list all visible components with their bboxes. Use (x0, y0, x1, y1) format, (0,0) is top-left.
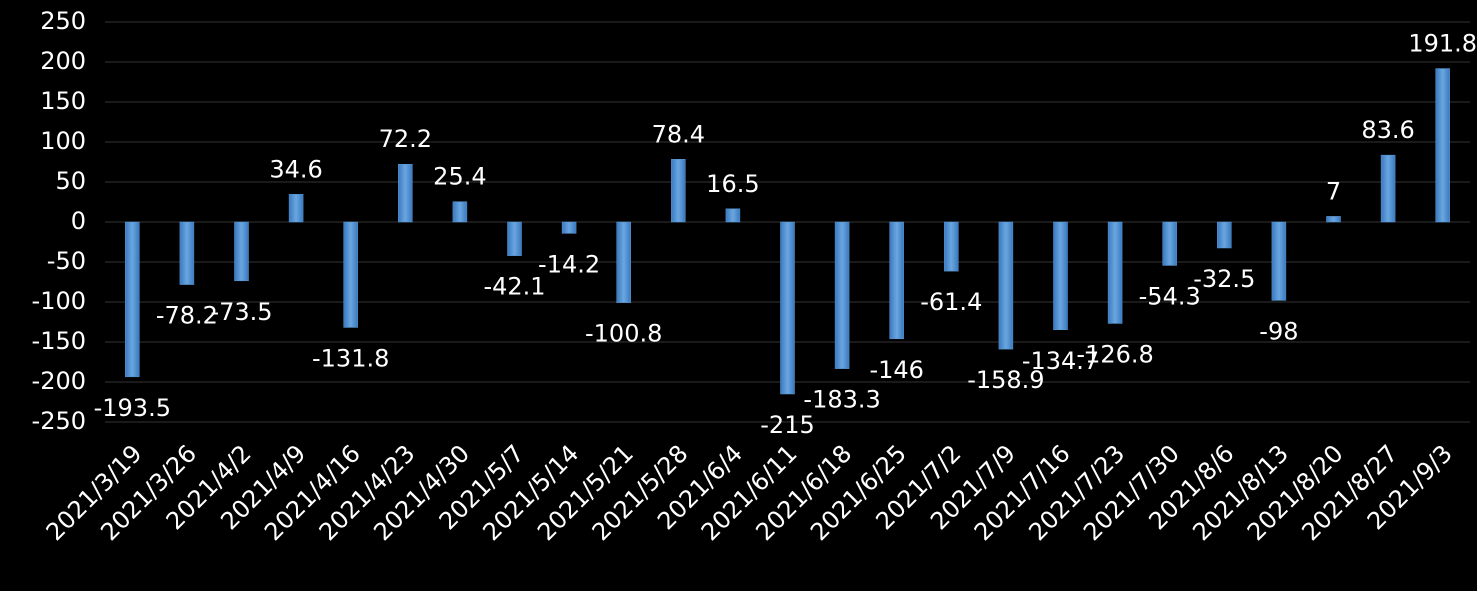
bar (288, 194, 304, 223)
bar (1326, 216, 1341, 223)
bar (1271, 221, 1287, 301)
bar (343, 221, 358, 328)
y-tick-label: -100 (32, 287, 86, 315)
y-tick-label: 200 (40, 47, 86, 75)
bar (616, 221, 631, 303)
value-label: 72.2 (379, 125, 432, 153)
bar (780, 221, 795, 395)
bar (179, 221, 195, 285)
value-label: -126.8 (1076, 340, 1153, 368)
y-tick-label: -200 (32, 367, 86, 395)
bar (561, 221, 577, 234)
value-label: -131.8 (312, 344, 389, 372)
y-tick-label: 50 (55, 167, 86, 195)
bar (398, 163, 413, 223)
bar (1217, 221, 1232, 249)
value-label: 7 (1326, 177, 1341, 205)
value-label: -73.5 (210, 298, 272, 326)
value-label: -32.5 (1193, 265, 1255, 293)
bar (125, 221, 140, 378)
bar (671, 159, 686, 223)
y-tick-label: 100 (40, 127, 86, 155)
value-label: 25.4 (433, 163, 486, 191)
bar (944, 221, 959, 272)
value-label: -78.2 (156, 302, 218, 330)
value-label: 34.6 (269, 155, 322, 183)
value-label: -54.3 (1139, 282, 1201, 310)
value-label: -42.1 (483, 273, 545, 301)
value-label: -98 (1259, 317, 1298, 345)
y-tick-label: -150 (32, 327, 86, 355)
bar (452, 201, 468, 223)
value-label: 78.4 (652, 120, 705, 148)
bar (834, 221, 850, 369)
bar (1053, 221, 1068, 331)
value-label: -14.2 (538, 250, 600, 278)
bar (507, 221, 522, 256)
bar (889, 221, 904, 340)
bar (998, 221, 1014, 350)
bar (234, 221, 249, 282)
y-tick-label: 150 (40, 87, 86, 115)
bar (1107, 221, 1123, 324)
value-label: -134.7 (1022, 347, 1099, 375)
value-label: -158.9 (967, 366, 1044, 394)
value-label: -215 (760, 411, 814, 439)
value-label: -193.5 (94, 394, 171, 422)
y-tick-label: 250 (40, 7, 86, 35)
bar (1435, 68, 1450, 223)
y-tick-label: -50 (47, 247, 86, 275)
value-label: -100.8 (585, 320, 662, 348)
y-tick-label: -250 (32, 407, 86, 435)
value-label: 191.8 (1408, 30, 1477, 58)
value-label: 16.5 (706, 170, 759, 198)
y-tick-label: 0 (71, 207, 86, 235)
value-label: -183.3 (803, 386, 880, 414)
bar (1380, 154, 1396, 223)
value-label: -61.4 (920, 288, 982, 316)
value-label: -146 (869, 356, 923, 384)
bar (725, 208, 741, 223)
bar (1162, 221, 1177, 266)
value-label: 83.6 (1361, 116, 1414, 144)
